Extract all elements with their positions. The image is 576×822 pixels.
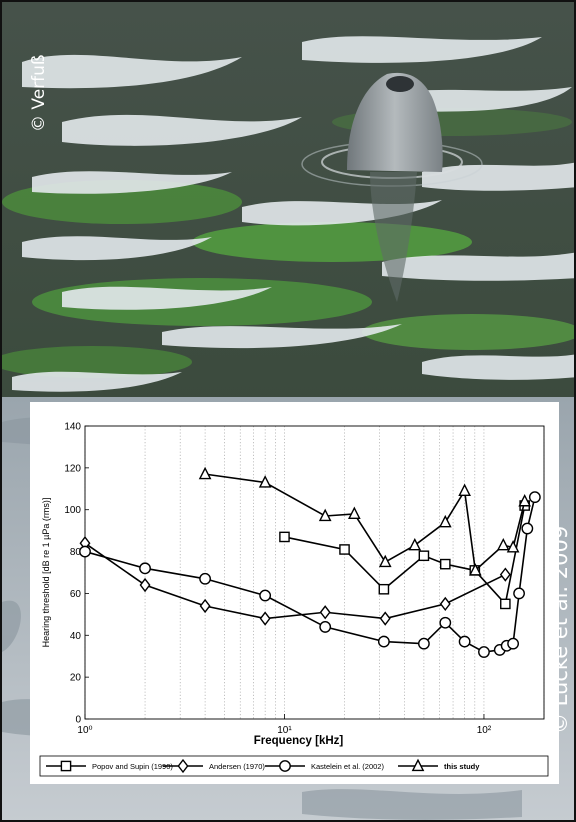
data-point-square (339, 544, 350, 555)
data-point-triangle (496, 537, 510, 551)
data-point-square (439, 558, 451, 570)
data-point-triangle (198, 466, 212, 480)
legend-item: Kastelein et al. (2002) (265, 760, 384, 772)
legend-label: Andersen (1970) (209, 762, 265, 771)
x-tick-label: 10² (477, 725, 492, 736)
data-point-circle (478, 646, 490, 658)
y-tick-label: 140 (64, 422, 81, 433)
data-point-circle (418, 637, 430, 650)
legend-item: Popov and Supin (1990) (46, 760, 173, 772)
y-tick-label: 60 (70, 589, 82, 600)
data-point-diamond (139, 577, 151, 593)
data-point-square (500, 598, 511, 610)
y-tick-label: 20 (70, 673, 82, 684)
data-point-triangle (378, 554, 392, 568)
plot-area-frame (84, 425, 545, 720)
data-point-circle (513, 587, 525, 600)
hearing-threshold-chart: 0 20 40 60 80 100 120 140 10⁰ 10¹ 10² Frequency [kH… (39, 422, 549, 777)
x-tick-label: 10⁰ (77, 725, 92, 736)
series-line (204, 473, 526, 573)
data-point-diamond (379, 611, 391, 626)
series-line (284, 505, 526, 606)
y-tick-label: 100 (64, 505, 81, 516)
data-point-square (418, 550, 430, 562)
y-tick-label: 40 (70, 631, 82, 642)
data-point-triangle (438, 514, 452, 528)
y-tick-label: 0 (75, 715, 81, 726)
chart-panel: 0 20 40 60 80 100 120 140 10⁰ 10¹ 10² Frequency [kH… (30, 402, 559, 784)
data-point-circle (507, 637, 520, 650)
series-line (84, 542, 506, 620)
data-point-square (279, 531, 290, 543)
data-point-triangle (468, 563, 482, 576)
legend-item: Andersen (1970) (163, 758, 265, 774)
legend-marker-triangle (411, 758, 425, 772)
data-point-diamond (259, 611, 271, 626)
data-point-circle (458, 635, 471, 648)
data-point-diamond (439, 596, 451, 612)
legend-label: Popov and Supin (1990) (92, 762, 173, 771)
data-point-circle (199, 572, 211, 585)
data-point-circle (139, 562, 151, 575)
data-point-triangle (518, 494, 532, 507)
y-tick-label: 80 (70, 547, 82, 558)
data-point-circle (319, 621, 332, 633)
data-point-square (378, 583, 390, 595)
data-point-diamond (499, 567, 511, 582)
data-point-circle (259, 589, 272, 602)
data-point-triangle (318, 508, 332, 522)
legend-marker-diamond (177, 758, 189, 774)
data-point-triangle (347, 506, 361, 520)
legend-label: this study (444, 762, 480, 771)
data-point-triangle (506, 540, 520, 553)
series-line (84, 496, 536, 653)
y-tick-label: 120 (64, 463, 81, 474)
series-square (279, 500, 530, 610)
series-triangle (198, 466, 532, 576)
x-axis-label: Frequency [kHz] (254, 735, 344, 747)
data-point-triangle (258, 475, 272, 488)
data-point-diamond (319, 605, 331, 620)
photo-credit-top: © Verfuß (29, 54, 49, 132)
y-axis-label: Hearing threshold [dB re 1 µPa (rms)] (41, 498, 51, 648)
data-point-circle (439, 616, 452, 629)
data-point-triangle (458, 483, 471, 496)
data-point-diamond (199, 598, 211, 614)
data-point-circle (377, 635, 390, 648)
x-tick-label: 10¹ (277, 725, 292, 736)
legend-marker-square (60, 760, 72, 772)
data-point-circle (528, 491, 541, 504)
legend-marker-circle (279, 760, 291, 772)
legend-item: this study (398, 758, 480, 772)
series-circle (79, 491, 541, 658)
data-point-triangle (408, 537, 422, 551)
data-point-circle (521, 522, 534, 535)
data-point-circle (79, 545, 91, 558)
legend-label: Kastelein et al. (2002) (311, 762, 384, 771)
